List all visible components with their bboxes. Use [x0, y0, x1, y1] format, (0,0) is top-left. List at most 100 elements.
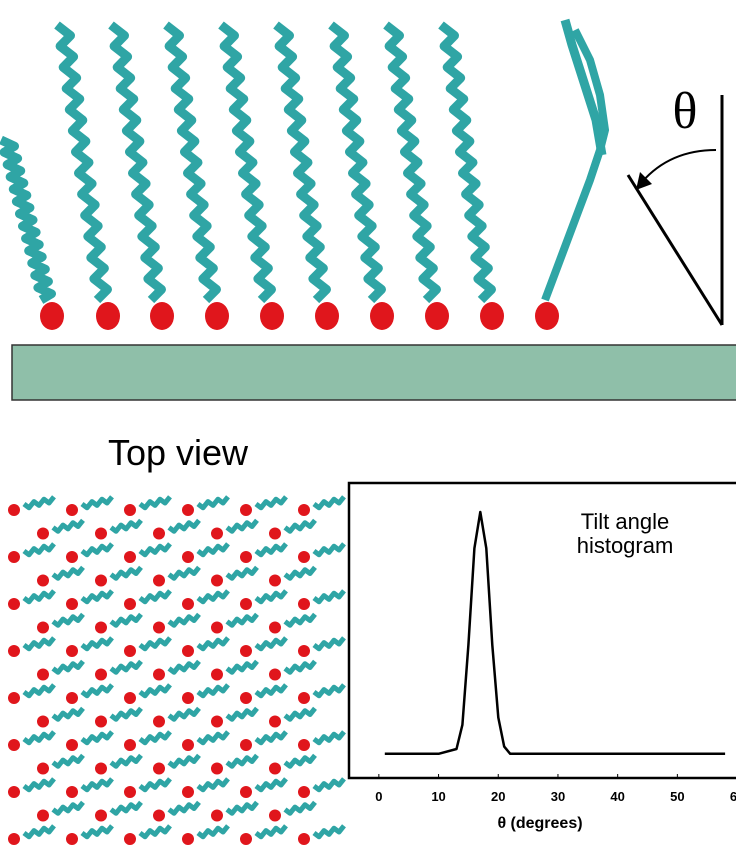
chain-top — [314, 638, 344, 649]
head-group — [124, 739, 136, 751]
chain-top — [227, 567, 257, 578]
x-tick-label: 60 — [730, 789, 736, 804]
chain-top — [169, 614, 199, 625]
head-group — [298, 739, 310, 751]
head-group — [8, 598, 20, 610]
chain — [386, 25, 437, 300]
chain-top — [169, 755, 199, 766]
head-group — [211, 669, 223, 681]
chart-title: Tilt angle histogram — [560, 510, 690, 558]
head-group — [298, 551, 310, 563]
chain-top — [198, 779, 228, 790]
chain-top — [140, 826, 170, 837]
chain-top — [285, 614, 315, 625]
head-group — [182, 692, 194, 704]
head-group — [240, 833, 252, 845]
head-group — [182, 786, 194, 798]
x-tick-label: 20 — [491, 789, 505, 804]
head-group — [211, 575, 223, 587]
figure: θ Top view 0102030405060 — [0, 0, 736, 850]
chain-top — [227, 802, 257, 813]
head-group — [37, 575, 49, 587]
chain — [221, 25, 272, 300]
chain-top — [314, 685, 344, 696]
chain-top — [198, 638, 228, 649]
chain-top — [198, 497, 228, 508]
head-group — [315, 302, 339, 330]
head-group — [8, 551, 20, 563]
head-group — [37, 669, 49, 681]
chain-top — [198, 732, 228, 743]
head-group — [8, 739, 20, 751]
chain-top — [169, 520, 199, 531]
head-group — [66, 833, 78, 845]
chain-top — [82, 497, 112, 508]
head-group — [182, 645, 194, 657]
chain-top — [53, 708, 83, 719]
head-group — [211, 528, 223, 540]
chain-top — [314, 826, 344, 837]
chain-top — [24, 826, 54, 837]
head-group — [66, 551, 78, 563]
head-group — [8, 692, 20, 704]
head-group — [124, 645, 136, 657]
chain-top — [140, 544, 170, 555]
head-group — [298, 786, 310, 798]
chain-top — [140, 685, 170, 696]
chain-top — [198, 544, 228, 555]
chain-top — [111, 567, 141, 578]
chain-top — [24, 779, 54, 790]
head-group — [95, 716, 107, 728]
head-group — [298, 645, 310, 657]
head-group — [182, 739, 194, 751]
head-group — [298, 692, 310, 704]
head-group — [124, 786, 136, 798]
head-group — [37, 716, 49, 728]
head-group — [535, 302, 559, 330]
chain-top — [314, 591, 344, 602]
head-group — [269, 528, 281, 540]
head-group — [153, 716, 165, 728]
top-view-label: Top view — [108, 432, 249, 473]
chain-top — [314, 779, 344, 790]
chain-top — [227, 614, 257, 625]
chain-top — [169, 661, 199, 672]
head-group — [480, 302, 504, 330]
head-group — [153, 810, 165, 822]
head-group — [211, 622, 223, 634]
chain-top — [198, 826, 228, 837]
x-tick-label: 10 — [431, 789, 445, 804]
chain-top — [169, 567, 199, 578]
head-group — [66, 692, 78, 704]
chain-top — [53, 802, 83, 813]
chain — [111, 25, 162, 300]
chain-top — [24, 591, 54, 602]
head-group — [40, 302, 64, 330]
head-group — [66, 645, 78, 657]
chain-top — [256, 779, 286, 790]
head-group — [66, 739, 78, 751]
head-group — [150, 302, 174, 330]
head-group — [95, 622, 107, 634]
chain-top — [53, 614, 83, 625]
head-group — [153, 622, 165, 634]
chain-top — [53, 567, 83, 578]
head-group — [66, 786, 78, 798]
chain-top — [82, 826, 112, 837]
chain-top — [140, 497, 170, 508]
chain-top — [140, 779, 170, 790]
head-group — [298, 833, 310, 845]
head-group — [269, 763, 281, 775]
x-tick-label: 40 — [610, 789, 624, 804]
chain-top — [314, 544, 344, 555]
chain-top — [256, 591, 286, 602]
head-group — [95, 669, 107, 681]
head-group — [260, 302, 284, 330]
chain-top — [111, 520, 141, 531]
head-group — [211, 810, 223, 822]
chain-top — [53, 520, 83, 531]
head-group — [240, 692, 252, 704]
head-group — [124, 833, 136, 845]
top-panel-chains — [1, 20, 605, 330]
chain-top — [140, 591, 170, 602]
